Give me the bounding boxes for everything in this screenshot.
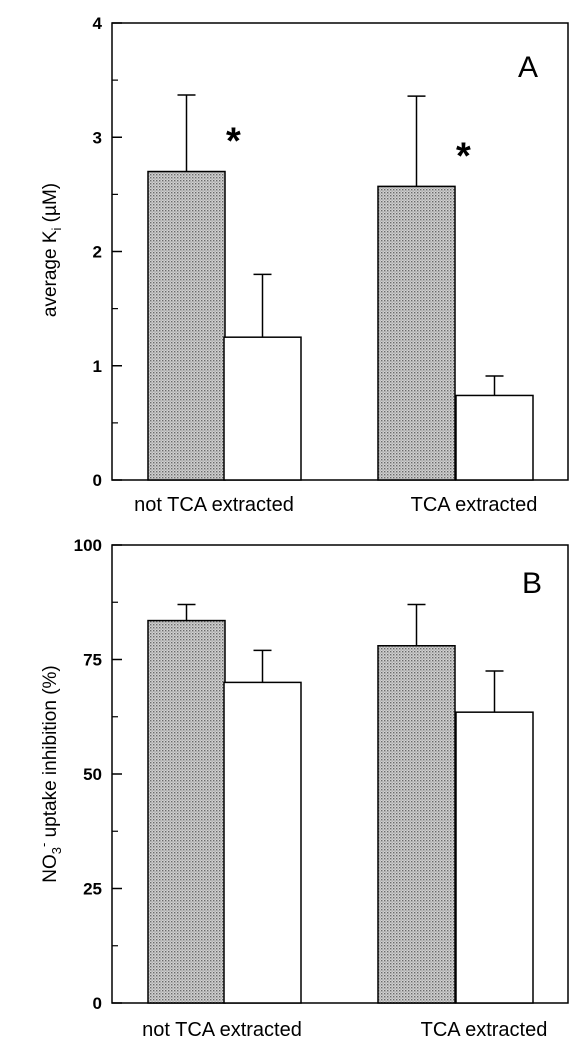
panel-a-y-axis-label-unit: (µM)	[40, 183, 61, 228]
panel-a-significance-asterisk-0: *	[226, 121, 241, 163]
panel-b-y-tick-label: 50	[83, 765, 102, 784]
panel-a-chart: 0 1 2 3 4 * * A average Ki (µM) not TCA extrac…	[40, 14, 569, 516]
panel-a-y-tick-label: 1	[93, 357, 102, 376]
panel-a-letter: A	[518, 51, 538, 84]
panel-a-category-label-1: TCA extracted	[411, 494, 538, 516]
panel-a-y-axis-label-sub: i	[49, 227, 64, 230]
panel-a-significance-asterisk-1: *	[456, 135, 471, 177]
panel-a-y-tick-label: 3	[93, 128, 102, 147]
panel-a-bar-s1-c0	[223, 336, 302, 481]
panel-a-y-tick-label: 4	[93, 14, 103, 33]
panel-a-y-axis-label-main: average K	[40, 230, 61, 317]
panel-b-y-axis-label-sup: -	[36, 843, 51, 847]
panel-b-y-tick-label: 100	[74, 536, 102, 555]
panel-a-y-tick-label: 0	[93, 471, 102, 490]
panel-b-y-tick-label: 25	[83, 880, 102, 899]
panel-b-y-tick-label: 0	[93, 994, 102, 1013]
panel-a-marks: 0 1 2 3 4 * *	[93, 14, 569, 490]
panel-a-y-tick-label: 2	[93, 243, 102, 262]
panel-b-category-label-0: not TCA extracted	[142, 1019, 302, 1041]
panel-b-category-label-1: TCA extracted	[421, 1019, 548, 1041]
panel-a-bar-s0-c1	[377, 185, 456, 481]
panel-b-y-axis-label-unit: uptake inhibition (%)	[40, 665, 61, 842]
panel-a-bar-s1-c1	[455, 394, 534, 481]
panel-b-letter: B	[522, 567, 542, 600]
panel-b-bar-s1-c0	[223, 681, 302, 1004]
panel-b-bar-s0-c0	[147, 619, 226, 1004]
panel-b-bar-s1-c1	[455, 711, 534, 1004]
panel-b-y-axis-label-sub: 3	[49, 847, 64, 854]
panel-b-bar-s0-c1	[377, 645, 456, 1004]
panel-b-marks: 0 25 50 75 100	[74, 536, 569, 1013]
panel-b-y-tick-label: 75	[83, 651, 102, 670]
panel-a-bar-s0-c0	[147, 170, 226, 481]
panel-a-category-label-0: not TCA extracted	[134, 494, 294, 516]
panel-a-y-axis-label: average Ki (µM)	[40, 183, 64, 317]
panel-b-y-axis-label: NO3- uptake inhibition (%)	[36, 665, 64, 883]
panel-b-y-axis-label-main: NO	[40, 854, 61, 883]
